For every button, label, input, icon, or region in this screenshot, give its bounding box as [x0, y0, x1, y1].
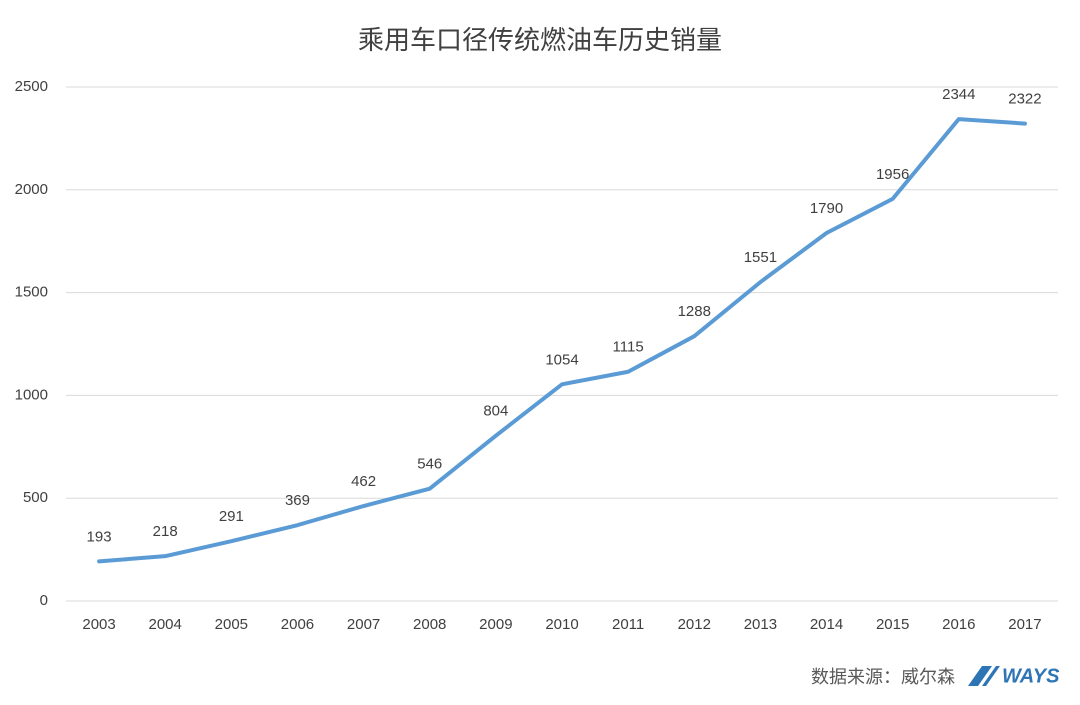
data-label: 291 [219, 508, 244, 525]
data-label: 218 [153, 523, 178, 540]
x-tick-label: 2014 [810, 616, 843, 633]
data-label: 462 [351, 473, 376, 490]
x-tick-label: 2011 [612, 616, 644, 633]
x-tick-label: 2009 [479, 616, 512, 633]
y-tick-label: 2500 [15, 78, 48, 95]
source-note: 数据来源：威尔森 [811, 667, 955, 687]
y-tick-label: 0 [40, 592, 48, 609]
x-tick-label: 2012 [678, 616, 711, 633]
y-tick-label: 500 [23, 489, 48, 506]
chart-title: 乘用车口径传统燃油车历史销量 [358, 25, 722, 55]
x-tick-label: 2007 [347, 616, 380, 633]
data-label: 546 [417, 456, 442, 473]
x-tick-label: 2015 [876, 616, 909, 633]
y-tick-label: 2000 [15, 181, 48, 198]
x-tick-label: 2003 [82, 616, 115, 633]
line [97, 117, 1027, 564]
logo-text: WAYS [1002, 665, 1060, 687]
data-label: 1054 [545, 351, 578, 368]
data-label: 804 [483, 403, 508, 420]
x-tick-label: 2005 [215, 616, 248, 633]
logo-icon [968, 666, 1000, 686]
data-label: 193 [87, 528, 112, 545]
data-label: 2322 [1008, 91, 1041, 108]
x-tick-label: 2016 [942, 616, 975, 633]
x-tick-label: 2010 [545, 616, 578, 633]
x-tick-label: 2006 [281, 616, 314, 633]
x-tick-label: 2008 [413, 616, 446, 633]
x-tick-label: 2004 [149, 616, 182, 633]
x-tick-label: 2013 [744, 616, 777, 633]
data-label: 1115 [613, 339, 644, 356]
data-label: 1288 [678, 303, 711, 320]
data-label: 369 [285, 492, 310, 509]
x-tick-label: 2017 [1008, 616, 1041, 633]
data-label: 1551 [744, 249, 777, 266]
y-tick-label: 1500 [15, 284, 48, 301]
data-label: 1790 [810, 200, 843, 217]
data-label: 2344 [942, 86, 975, 103]
y-tick-label: 1000 [15, 386, 48, 403]
data-label: 1956 [876, 166, 909, 183]
